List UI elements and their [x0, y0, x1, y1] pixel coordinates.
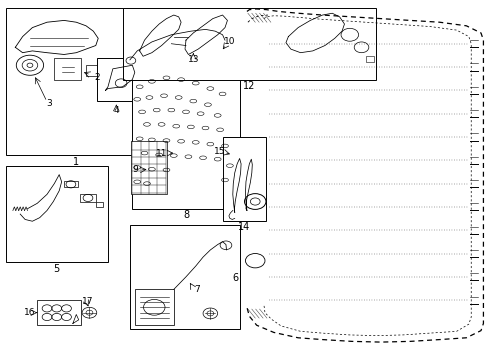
Bar — [86, 65, 101, 76]
Text: 6: 6 — [232, 273, 238, 283]
Bar — [222, 137, 266, 221]
Bar — [5, 166, 108, 262]
Bar — [64, 181, 78, 187]
Text: 3: 3 — [46, 99, 52, 108]
Bar — [97, 58, 142, 101]
Text: 4: 4 — [113, 106, 119, 115]
Text: 5: 5 — [54, 264, 60, 274]
Bar — [122, 8, 375, 80]
Text: 7: 7 — [193, 284, 199, 293]
Text: 13: 13 — [187, 55, 199, 64]
Bar — [96, 202, 103, 207]
Text: 10: 10 — [224, 37, 235, 46]
Bar — [131, 140, 167, 194]
Text: 14: 14 — [238, 222, 250, 232]
Text: 17: 17 — [81, 297, 93, 306]
Bar — [366, 56, 373, 62]
Bar — [5, 8, 147, 155]
Bar — [54, 58, 81, 80]
Text: 9: 9 — [132, 166, 138, 175]
Text: 1: 1 — [73, 157, 79, 167]
Bar — [135, 289, 173, 325]
Text: 2: 2 — [94, 73, 100, 82]
Bar — [37, 300, 81, 325]
Text: 8: 8 — [183, 210, 189, 220]
Text: 12: 12 — [243, 81, 255, 91]
Bar — [80, 194, 96, 202]
Bar — [132, 8, 239, 209]
Text: 15: 15 — [214, 147, 225, 156]
Text: 11: 11 — [156, 149, 167, 158]
Text: 16: 16 — [23, 308, 35, 317]
Bar — [130, 225, 239, 329]
